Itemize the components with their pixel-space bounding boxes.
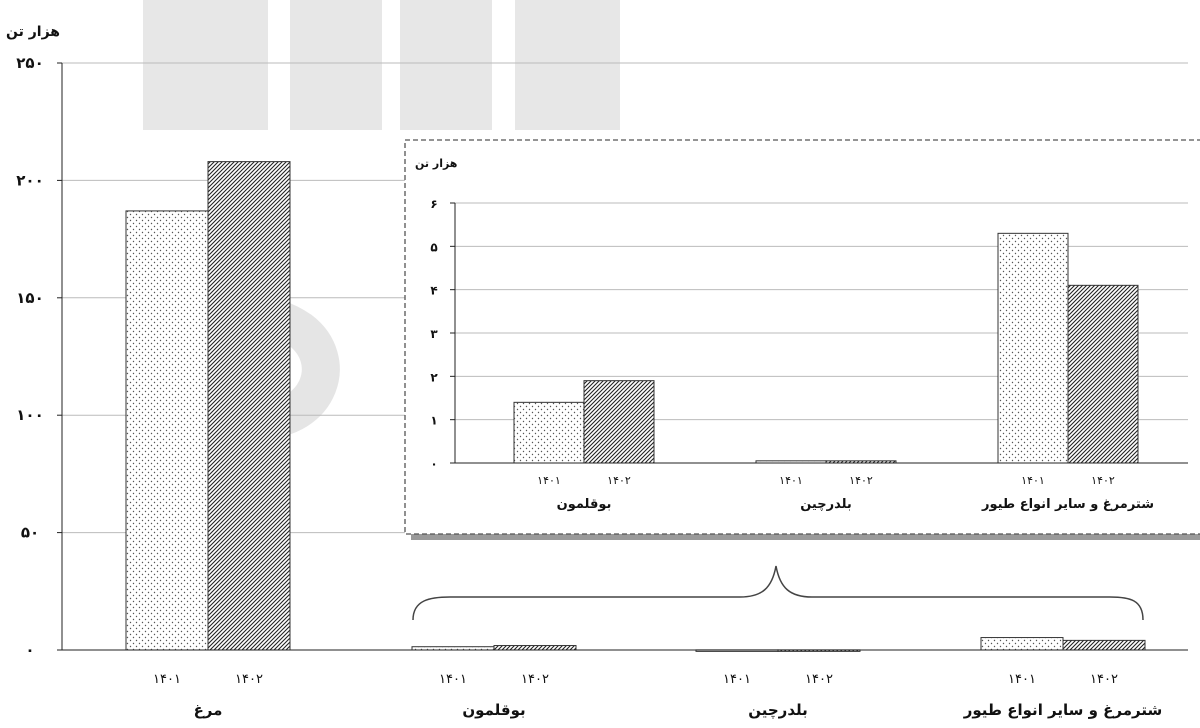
main-bar-1402 <box>207 161 291 651</box>
main-y-tick-label: ۵۰ <box>21 524 39 542</box>
main-category-label: بوقلمون <box>462 701 525 719</box>
main-series-label: ۱۴۰۲ <box>521 672 549 687</box>
main-y-tick-label: ۱۵۰ <box>16 289 43 307</box>
inset-category-label: بلدرچین <box>800 497 852 512</box>
inset-axes <box>450 202 1188 464</box>
main-series-label: ۱۴۰۲ <box>805 672 833 687</box>
main-series-label: ۱۴۰۱ <box>153 672 181 687</box>
main-series-label: ۱۴۰۲ <box>235 672 263 687</box>
inset-brace <box>412 565 1144 621</box>
inset-bar-1402 <box>583 380 655 464</box>
inset-y-tick-label: ۵ <box>430 240 437 254</box>
inset-series-label: ۱۴۰۱ <box>537 474 561 487</box>
inset-series-label: ۱۴۰۱ <box>1021 474 1045 487</box>
main-series-label: ۱۴۰۱ <box>439 672 467 687</box>
inset-bars <box>513 232 1139 464</box>
main-series-label: ۱۴۰۱ <box>1008 672 1036 687</box>
inset-y-tick-label: ۳ <box>430 327 438 341</box>
inset-category-label: بوقلمون <box>557 497 612 512</box>
main-bar-1402 <box>1062 639 1146 651</box>
inset-labels: ۰ ۱ ۲ ۳ ۴ ۵ ۶ هزار تن ۱۴۰۱ ۱۴۰۲ بوقلمون ۱۴۰۱ ۱۴۰۲ بلد… <box>415 157 1154 512</box>
main-category-label: مرغ <box>194 701 223 719</box>
inset-y-tick-label: ۲ <box>430 370 438 384</box>
main-y-tick-label: ۲۰۰ <box>16 171 43 189</box>
inset-series-label: ۱۴۰۱ <box>779 474 803 487</box>
main-axes <box>57 62 1188 651</box>
main-category-label: شترمرغ و سایر انواع طیور <box>963 701 1163 719</box>
main-y-axis-title: هزار تن <box>6 24 60 40</box>
main-y-tick-label: ۲۵۰ <box>16 54 43 72</box>
main-bar-1402 <box>493 645 577 651</box>
main-series-label: ۱۴۰۱ <box>723 672 751 687</box>
inset-y-tick-label: ۱ <box>430 414 437 428</box>
inset-y-axis-title: هزار تن <box>415 157 457 170</box>
main-category-label: بلدرچین <box>748 701 808 720</box>
inset-bar-1402 <box>1067 284 1139 464</box>
inset-y-tick-label: ۰ <box>430 457 437 471</box>
main-bars <box>125 161 1146 652</box>
inset-bar-1401 <box>997 232 1069 464</box>
inset-series-label: ۱۴۰۲ <box>1091 474 1115 487</box>
main-bar-1401 <box>980 637 1064 651</box>
main-series-label: ۱۴۰۲ <box>1090 672 1118 687</box>
main-bar-1401 <box>125 210 209 651</box>
inset-series-label: ۱۴۰۲ <box>849 474 873 487</box>
inset-y-tick-label: ۶ <box>430 197 437 211</box>
inset-category-label: شترمرغ و سایر انواع طیور <box>981 497 1154 512</box>
inset-y-tick-label: ۴ <box>430 284 437 298</box>
main-y-tick-label: ۰ <box>25 641 34 659</box>
main-y-tick-label: ۱۰۰ <box>16 406 43 424</box>
inset-bar-1401 <box>513 401 585 464</box>
inset-series-label: ۱۴۰۲ <box>607 474 631 487</box>
